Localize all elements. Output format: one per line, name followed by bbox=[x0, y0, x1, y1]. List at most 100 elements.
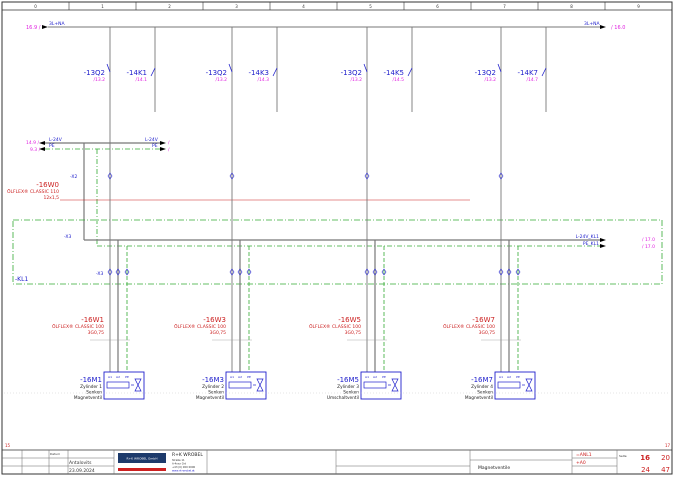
coil-icon bbox=[228, 381, 252, 389]
date-label: Datum bbox=[50, 452, 60, 456]
pin-label: PE bbox=[247, 375, 251, 379]
logo-bar bbox=[118, 468, 166, 471]
contact-k-icon bbox=[150, 67, 156, 77]
cable-w0-name: -16W0 bbox=[36, 181, 59, 189]
valve-description: Zylinder 3 bbox=[337, 384, 359, 390]
terminal-icon[interactable] bbox=[124, 268, 130, 276]
terminal-icon[interactable] bbox=[107, 268, 113, 276]
contact-k-ref: /14.3 bbox=[257, 77, 269, 83]
arrow-icon bbox=[600, 25, 606, 29]
coil-icon bbox=[363, 381, 387, 389]
author: Antalovits bbox=[69, 460, 92, 466]
terminal-icon[interactable] bbox=[498, 268, 504, 276]
bus-24v-label: L-24V bbox=[49, 137, 63, 143]
arrow-icon bbox=[160, 147, 166, 151]
bus-24v-out-ref: / bbox=[168, 140, 170, 146]
pin-label: A2 bbox=[116, 375, 120, 379]
kl1-l-ref: / 17.0 bbox=[642, 237, 655, 243]
terminal-icon[interactable] bbox=[381, 268, 387, 276]
pin-label: PE bbox=[516, 375, 520, 379]
column-number: 5 bbox=[369, 4, 372, 9]
terminal-icon[interactable] bbox=[246, 268, 252, 276]
column-number: 0 bbox=[34, 4, 37, 9]
company-line: +43 (0) 000 0000 bbox=[172, 465, 196, 469]
contact-q-label: -13Q2 bbox=[84, 69, 105, 77]
cable-type: ÖLFLEX® CLASSIC 100 bbox=[309, 323, 361, 330]
valve-label: -16M3 bbox=[202, 376, 224, 384]
contact-q-label: -13Q2 bbox=[206, 69, 227, 77]
title-block: 15 17 Datum Antalovits 23.09.2024 R+K WR… bbox=[2, 443, 672, 474]
column-number: 7 bbox=[503, 4, 506, 9]
cable-size: 3G0,75 bbox=[210, 330, 227, 336]
location-code: +A0 bbox=[576, 460, 586, 466]
terminal-icon[interactable] bbox=[498, 172, 504, 180]
bus-pe-out-ref: / bbox=[168, 147, 170, 153]
arrow-icon bbox=[600, 244, 606, 248]
contact-k-label: -14K1 bbox=[127, 69, 147, 77]
cable-w0-size: 12x1,5 bbox=[43, 195, 59, 201]
terminal-x3-label: -X3 bbox=[64, 234, 71, 240]
cable-name: -16W1 bbox=[81, 316, 104, 324]
title-block-grid bbox=[2, 450, 618, 474]
cable-type: ÖLFLEX® CLASSIC 100 bbox=[174, 323, 226, 330]
contact-k-ref: /14.1 bbox=[135, 77, 147, 83]
contact-k-icon bbox=[407, 67, 413, 77]
contact-13q2-icon bbox=[497, 63, 502, 73]
contact-q-ref: /13.2 bbox=[484, 77, 496, 83]
cable-type: ÖLFLEX® CLASSIC 100 bbox=[443, 323, 495, 330]
cable-type: ÖLFLEX® CLASSIC 100 bbox=[52, 323, 104, 330]
valve-description: Senken bbox=[86, 390, 102, 396]
valve-icon bbox=[256, 378, 264, 392]
solenoid-valve-box[interactable] bbox=[360, 371, 402, 400]
valve-icon bbox=[525, 378, 533, 392]
bus-24v-ref-pe: 9.3 / bbox=[30, 147, 41, 153]
company-name: R+K WROBEL bbox=[172, 452, 203, 458]
contact-k-ref: /14.7 bbox=[526, 77, 538, 83]
plant-code: =ANL1 bbox=[576, 452, 592, 458]
pin-label: PE bbox=[125, 375, 129, 379]
column-number: 2 bbox=[168, 4, 171, 9]
column-number: 8 bbox=[570, 4, 573, 9]
terminal-icon[interactable] bbox=[229, 172, 235, 180]
valve-description: Senken bbox=[208, 390, 224, 396]
terminal-icon[interactable] bbox=[115, 268, 121, 276]
solenoid-valve-box[interactable] bbox=[494, 371, 536, 400]
bus-24v-ref-l: 14.9 / bbox=[26, 140, 39, 146]
cable-size: 3G0,75 bbox=[345, 330, 362, 336]
valve-description: Magnetventil bbox=[196, 395, 224, 401]
terminal-icon[interactable] bbox=[107, 172, 113, 180]
bus-left-ref: 16.9 / bbox=[26, 25, 41, 31]
terminal-x3-label: -X3 bbox=[96, 271, 103, 277]
cable-name: -16W3 bbox=[203, 316, 226, 324]
contact-q-ref: /13.2 bbox=[93, 77, 105, 83]
bus-left-label: 3L+NA bbox=[49, 21, 66, 27]
terminal-icon[interactable] bbox=[364, 268, 370, 276]
kl1-enclosure bbox=[12, 219, 663, 285]
valve-description: Umschaltventil bbox=[327, 395, 359, 401]
valve-description: Magnetventil bbox=[74, 395, 102, 401]
cable-name: -16W5 bbox=[338, 316, 361, 324]
contact-q-ref: /13.2 bbox=[215, 77, 227, 83]
pin-label: A1 bbox=[365, 375, 369, 379]
valve-description: Zylinder 1 bbox=[80, 384, 102, 390]
solenoid-valve-box[interactable] bbox=[103, 371, 145, 400]
arrow-icon bbox=[600, 238, 606, 242]
terminal-icon[interactable] bbox=[229, 268, 235, 276]
contact-k-icon bbox=[541, 67, 547, 77]
terminal-icon[interactable] bbox=[237, 268, 243, 276]
page-number: 16 bbox=[640, 454, 650, 462]
terminal-icon[interactable] bbox=[506, 268, 512, 276]
cable-size: 3G0,75 bbox=[88, 330, 105, 336]
contact-q-label: -13Q2 bbox=[475, 69, 496, 77]
company-line: Straße 11 bbox=[172, 458, 185, 462]
solenoid-valve-box[interactable] bbox=[225, 371, 267, 400]
terminal-icon[interactable] bbox=[372, 268, 378, 276]
valve-description: Senken bbox=[477, 390, 493, 396]
bus-right-ref: / 16.0 bbox=[611, 25, 625, 31]
terminal-icon[interactable] bbox=[515, 268, 521, 276]
terminal-icon[interactable] bbox=[364, 172, 370, 180]
